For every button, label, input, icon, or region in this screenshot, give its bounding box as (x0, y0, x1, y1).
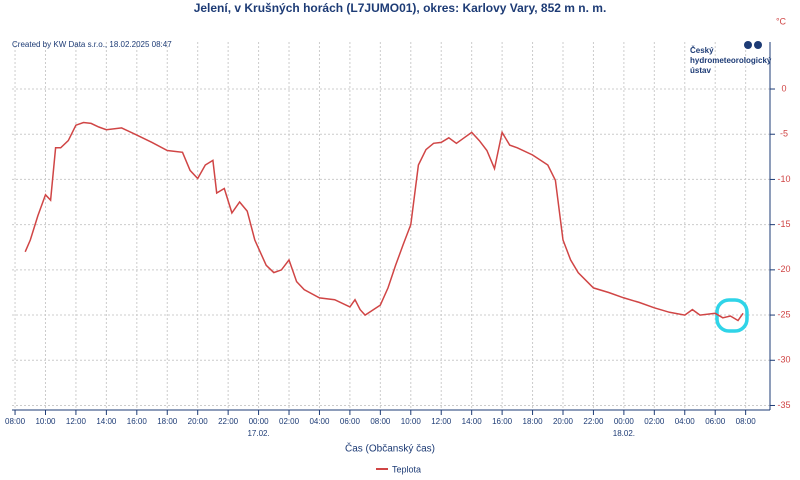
x-tick-label: 02:00 (644, 417, 665, 426)
y-tick-label: -5 (780, 129, 788, 139)
x-tick-label: 20:00 (553, 417, 574, 426)
x-tick-label: 18:00 (157, 417, 178, 426)
logo-text: Český (690, 46, 714, 55)
x-tick-label: 14:00 (96, 417, 117, 426)
x-tick-label: 08:00 (370, 417, 391, 426)
x-tick-label: 12:00 (431, 417, 452, 426)
x-tick-label: 14:00 (462, 417, 483, 426)
y-tick-label: -25 (777, 309, 790, 319)
x-tick-label: 06:00 (340, 417, 361, 426)
y-tick-label: -15 (777, 219, 790, 229)
x-tick-label: 20:00 (188, 417, 209, 426)
y-tick-label: -10 (777, 174, 790, 184)
x-tick-label: 10:00 (401, 417, 422, 426)
x-tick-label: 22:00 (583, 417, 604, 426)
x-tick-label: 08:00 (736, 417, 757, 426)
chart-title: Jelení, v Krušných horách (L7JUMO01), ok… (194, 1, 607, 15)
x-date-label: 18.02. (613, 429, 635, 438)
logo-text: hydrometeorologický (690, 56, 772, 65)
x-tick-label: 08:00 (5, 417, 26, 426)
x-date-label: 17.02. (247, 429, 269, 438)
y-tick-label: -35 (777, 400, 790, 410)
logo-dot (744, 41, 752, 49)
x-tick-label: 00:00 (249, 417, 270, 426)
credit: Created by KW Data s.r.o., 18.02.2025 08… (12, 40, 172, 49)
x-axis-label: Čas (Občanský čas) (345, 442, 435, 455)
x-tick-label: 00:00 (614, 417, 635, 426)
x-tick-label: 22:00 (218, 417, 239, 426)
y-tick-label: 0 (781, 83, 786, 93)
line-series (24, 121, 744, 322)
y-tick-label: -30 (777, 355, 790, 365)
x-tick-label: 02:00 (279, 417, 300, 426)
legend-label: Teplota (392, 464, 421, 474)
x-tick-label: 16:00 (492, 417, 513, 426)
x-tick-label: 04:00 (675, 417, 696, 426)
x-tick-label: 06:00 (705, 417, 726, 426)
x-tick-label: 12:00 (66, 417, 87, 426)
y-unit: °C (776, 16, 787, 26)
x-tick-label: 10:00 (35, 417, 56, 426)
logo-text: ústav (690, 66, 711, 75)
logo-dot (754, 41, 762, 49)
highlight-circle (715, 298, 749, 333)
x-tick-label: 16:00 (127, 417, 148, 426)
x-tick-label: 04:00 (309, 417, 330, 426)
y-tick-label: -20 (777, 264, 790, 274)
x-tick-label: 18:00 (523, 417, 544, 426)
